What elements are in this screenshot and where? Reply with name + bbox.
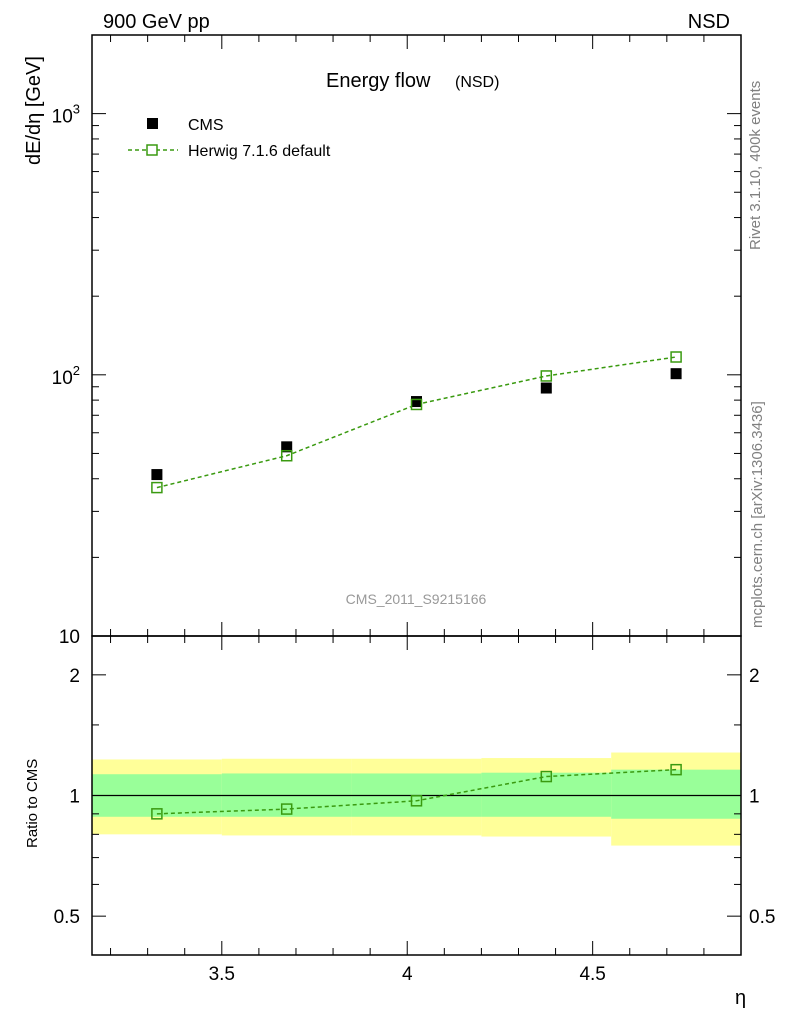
ratio-plot: 0.5 0.5 1 1 2 2 3.5 4 4.5	[54, 635, 775, 985]
ratio-y-axis-title: Ratio to CMS	[24, 759, 41, 848]
ratio-herwig-point	[280, 803, 293, 815]
rivet-label: Rivet 3.1.10, 400k events	[747, 81, 764, 250]
analysis-watermark: CMS_2011_S9215166	[346, 591, 487, 607]
legend-cms-label: CMS	[188, 117, 224, 134]
herwig-point	[410, 398, 423, 411]
ratio-y-tick-label-right: 2	[749, 666, 760, 687]
ratio-y-tick-label-right: 1	[749, 787, 760, 808]
cms-data-point	[670, 368, 682, 380]
header-right-label: NSD	[688, 11, 730, 33]
ratio-herwig-point	[410, 795, 423, 807]
main-y-tick-label: 103	[52, 102, 80, 128]
herwig-point	[540, 370, 553, 382]
ratio-y-tick-label-left: 0.5	[54, 907, 80, 928]
ratio-y-tick-label-right: 0.5	[749, 907, 775, 928]
x-axis-title: η	[735, 987, 746, 1009]
x-tick-label: 4.5	[579, 964, 605, 985]
cms-data-point	[281, 441, 293, 453]
source-label: mcplots.cern.ch [arXiv:1306.3436]	[749, 401, 766, 628]
ratio-herwig-line	[156, 768, 677, 815]
herwig-point	[670, 351, 682, 363]
main-title: Energy flow	[326, 70, 431, 92]
legend-herwig-label: Herwig 7.1.6 default	[188, 143, 331, 160]
herwig-series-line	[156, 356, 677, 489]
main-y-tick-label: 102	[52, 363, 80, 389]
ratio-herwig-point	[540, 770, 553, 783]
ratio-y-tick-label-left: 2	[69, 666, 80, 687]
main-title-suffix: (NSD)	[455, 74, 499, 91]
legend-cms-marker	[147, 118, 158, 129]
x-tick-label: 4	[402, 964, 413, 985]
ratio-y-tick-label-left: 1	[69, 787, 80, 808]
header-left-label: 900 GeV pp	[103, 11, 210, 33]
cms-data-point	[151, 469, 163, 481]
herwig-point	[151, 481, 163, 494]
legend: CMS Herwig 7.1.6 default	[128, 117, 331, 160]
ratio-inner-band	[611, 769, 741, 819]
cms-data-point	[411, 396, 422, 408]
main-y-tick-label: 10	[59, 627, 80, 648]
ratio-herwig-point	[151, 808, 163, 820]
ratio-herwig-point	[670, 763, 682, 776]
legend-herwig-marker	[146, 144, 158, 156]
main-y-axis-title: dE/dη [GeV]	[23, 56, 45, 165]
cms-data-point	[540, 382, 552, 394]
ratio-inner-band	[481, 772, 612, 817]
herwig-point	[280, 449, 293, 462]
x-tick-label: 3.5	[209, 964, 235, 985]
